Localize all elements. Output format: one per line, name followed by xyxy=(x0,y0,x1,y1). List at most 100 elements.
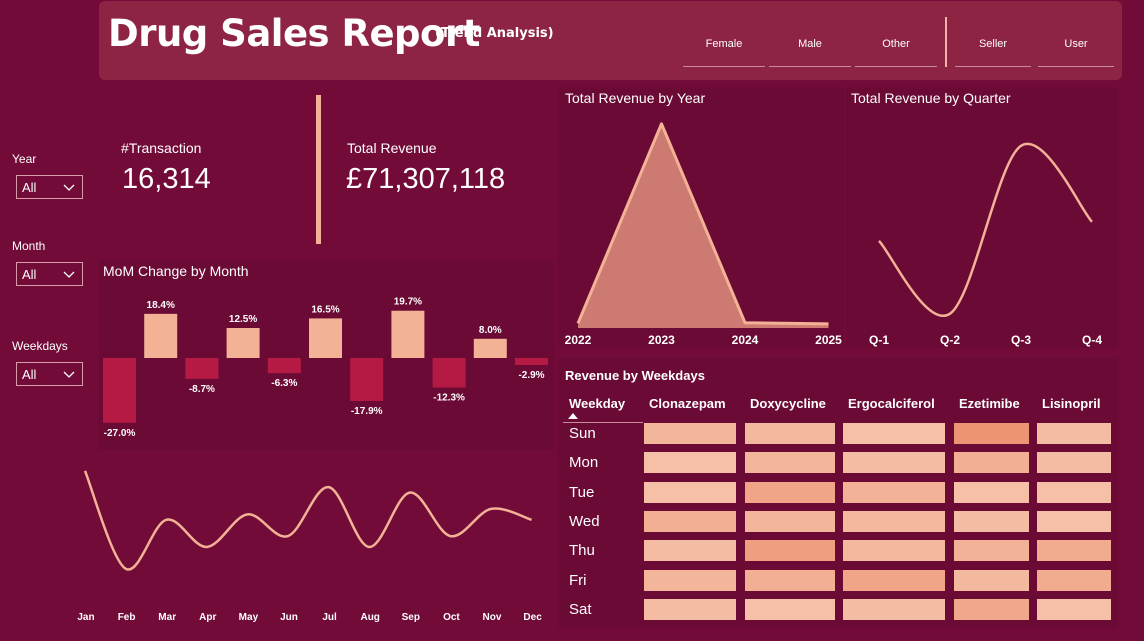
weekday-row-label: Sun xyxy=(569,425,596,442)
year-chart-title: Total Revenue by Year xyxy=(565,90,706,106)
heatmap-cell xyxy=(954,481,1029,503)
mom-bar xyxy=(267,358,301,374)
page-subtitle: (Trend Analysis) xyxy=(435,26,554,41)
heatmap-cell xyxy=(954,510,1029,532)
heatmap-cell xyxy=(745,569,835,591)
mom-bar-label: -17.9% xyxy=(351,406,383,417)
heatmap-column-header: Lisinopril xyxy=(1042,396,1101,411)
mom-bar-label: -8.7% xyxy=(189,384,215,395)
quarter-line-chart: Q-1 Q-2 Q-3 Q-4 xyxy=(869,142,1102,347)
header-divider xyxy=(945,17,947,67)
monthly-revenue-line xyxy=(83,470,532,571)
heatmap-cell xyxy=(843,481,945,503)
weekdays-slicer-label: Weekdays xyxy=(12,339,68,353)
month-tick-label: Oct xyxy=(443,612,460,623)
month-tick-label: Apr xyxy=(199,612,216,623)
header-banner xyxy=(99,1,1122,80)
heatmap-cell xyxy=(1037,481,1111,503)
mom-bar xyxy=(309,318,342,358)
month-slicer-value: All xyxy=(22,266,37,282)
year-slicer-label: Year xyxy=(12,152,37,166)
heatmap-cell xyxy=(843,569,945,591)
weekday-row-label: Mon xyxy=(569,454,599,472)
quarter-chart-title: Total Revenue by Quarter xyxy=(851,90,1011,106)
quarter-tick-label: Q-1 xyxy=(869,333,889,347)
heatmap-cell xyxy=(843,510,945,532)
heatmap-cell xyxy=(745,510,835,532)
weekdays-slicer[interactable]: All xyxy=(16,362,83,386)
heatmap-cell xyxy=(745,598,835,620)
heatmap-column-header: Ezetimibe xyxy=(959,396,1020,411)
weekday-row-label: Fri xyxy=(569,571,587,589)
weekdays-slicer-value: All xyxy=(22,366,37,382)
mom-bar-label: 8.0% xyxy=(479,325,502,336)
heatmap-cell xyxy=(745,423,835,444)
weekday-row-label: Tue xyxy=(569,483,595,501)
mom-bar xyxy=(144,313,178,358)
heatmap-cell xyxy=(644,452,736,474)
heatmap-cell xyxy=(644,540,736,562)
heatmap-cell xyxy=(1037,598,1111,620)
mom-chart-title: MoM Change by Month xyxy=(103,263,249,279)
month-tick-label: Sep xyxy=(402,612,420,623)
mom-bar-label: -12.3% xyxy=(433,393,465,404)
quarter-tick-label: Q-3 xyxy=(1011,333,1031,347)
year-tick-label: 2022 xyxy=(565,333,592,347)
mom-bar xyxy=(473,338,507,358)
month-tick-label: Mar xyxy=(158,612,176,623)
filter-button-female[interactable]: Female xyxy=(683,22,765,67)
heatmap-cell xyxy=(954,423,1029,444)
heatmap-column-header: Ergocalciferol xyxy=(848,396,935,411)
mom-bar xyxy=(350,358,384,401)
revenue-label: Total Revenue xyxy=(347,140,437,156)
chevron-down-icon xyxy=(63,184,75,191)
mom-bar xyxy=(391,310,425,358)
heatmap-cell xyxy=(644,481,736,503)
weekday-row-label: Sat xyxy=(569,600,592,618)
transactions-value: 16,314 xyxy=(122,163,211,195)
weekday-heatmap-title: Revenue by Weekdays xyxy=(565,368,705,383)
year-tick-label: 2024 xyxy=(732,333,759,347)
filter-button-male[interactable]: Male xyxy=(769,22,851,67)
revenue-value: £71,307,118 xyxy=(346,163,506,195)
year-area-line xyxy=(576,122,829,326)
mom-bar xyxy=(185,358,219,379)
filter-button-other[interactable]: Other xyxy=(855,22,937,67)
month-tick-label: Feb xyxy=(118,612,136,623)
year-slicer[interactable]: All xyxy=(16,175,83,199)
month-tick-label: May xyxy=(239,612,259,623)
month-tick-label: Jun xyxy=(280,612,298,623)
mom-bar xyxy=(432,358,466,388)
kpi-divider xyxy=(316,95,321,244)
year-area-chart: 2022 2023 2024 2025 xyxy=(565,122,842,347)
heatmap-cell xyxy=(954,569,1029,591)
heatmap-cell xyxy=(1037,510,1111,532)
filter-button-user[interactable]: User xyxy=(1038,22,1114,67)
heatmap-cell xyxy=(843,423,945,444)
mom-bar-label: -6.3% xyxy=(271,378,297,389)
monthly-revenue-line-chart: Jan Feb Mar Apr May Jun Jul Aug Sep Oct Nov Dec xyxy=(77,470,542,623)
heatmap-cell xyxy=(843,598,945,620)
page-title: Drug Sales Report xyxy=(108,12,480,55)
filter-button-seller[interactable]: Seller xyxy=(955,22,1031,67)
heatmap-cell xyxy=(745,540,835,562)
mom-bar xyxy=(515,358,548,365)
quarter-tick-label: Q-4 xyxy=(1082,333,1102,347)
heatmap-column-header: Clonazepam xyxy=(649,396,726,411)
month-slicer[interactable]: All xyxy=(16,262,83,286)
heatmap-cell xyxy=(1037,452,1111,474)
kpi-panel xyxy=(99,97,551,247)
heatmap-cell xyxy=(745,481,835,503)
header-underline xyxy=(563,422,643,423)
chevron-down-icon xyxy=(63,371,75,378)
mom-bar-label: 16.5% xyxy=(311,304,339,315)
mom-bar-label: 19.7% xyxy=(394,297,422,308)
mom-bar-chart: -27.0% 18.4% -8.7% 12.5% -6.3% 16.5% -17.9% 19.… xyxy=(103,297,548,439)
mom-bar-label: 12.5% xyxy=(229,314,257,325)
month-tick-label: Nov xyxy=(483,612,502,623)
month-tick-label: Jul xyxy=(322,612,337,623)
weekday-row-label: Thu xyxy=(569,542,595,560)
heatmap-cell xyxy=(843,540,945,562)
weekday-column-header[interactable]: Weekday xyxy=(569,396,626,411)
month-tick-label: Aug xyxy=(360,612,379,623)
